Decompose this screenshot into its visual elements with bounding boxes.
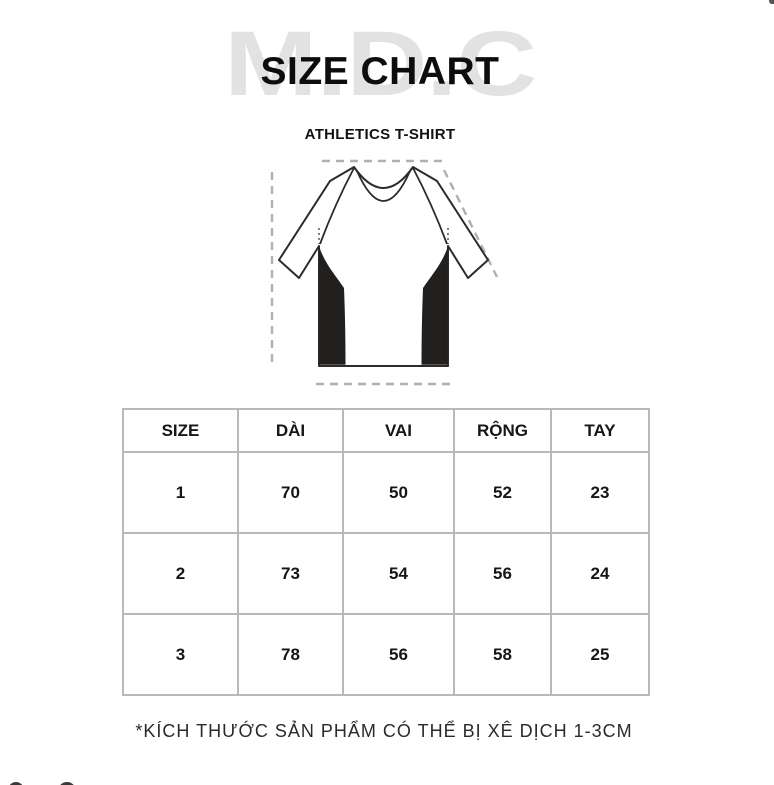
cell-dai: 73	[237, 532, 344, 615]
cell-vai: 54	[342, 532, 455, 615]
cell-rong: 52	[453, 451, 552, 534]
cell-rong: 56	[453, 532, 552, 615]
brand-watermark: M.D.C	[224, 13, 537, 115]
page-title: SIZE CHART	[260, 50, 500, 93]
side-panel-right	[421, 247, 448, 365]
tshirt-side-panels	[319, 247, 448, 365]
cell-size: 2	[122, 532, 239, 615]
cell-size: 1	[122, 451, 239, 534]
raglan-seam-left	[319, 167, 355, 245]
cell-tay: 24	[550, 532, 650, 615]
col-header-dai: DÀI	[237, 408, 344, 453]
tshirt-illustration	[250, 150, 520, 395]
table-row-size-2: 2 73 54 56 24	[122, 532, 650, 615]
product-subtitle: ATHLETICS T-SHIRT	[304, 126, 456, 143]
table-row-size-1: 1 70 50 52 23	[122, 451, 650, 534]
cell-size: 3	[122, 613, 239, 696]
col-header-size: SIZE	[122, 408, 239, 453]
side-panel-left	[319, 247, 346, 365]
cell-dai: 78	[237, 613, 344, 696]
size-table: SIZE DÀI VAI RỘNG TAY 1 70 50 52 23 2 73…	[122, 408, 650, 696]
col-header-rong: RỘNG	[453, 408, 552, 453]
cell-tay: 25	[550, 613, 650, 696]
cell-dai: 70	[237, 451, 344, 534]
cutoff-circle-right	[58, 782, 76, 785]
cell-vai: 50	[342, 451, 455, 534]
cutoff-circle-left	[8, 782, 24, 785]
table-row-size-3: 3 78 56 58 25	[122, 613, 650, 696]
col-header-vai: VAI	[342, 408, 455, 453]
cell-rong: 58	[453, 613, 552, 696]
tshirt-seams	[319, 167, 448, 245]
size-table-header-row: SIZE DÀI VAI RỘNG TAY	[122, 408, 650, 453]
corner-artifact	[769, 0, 774, 4]
col-header-tay: TAY	[550, 408, 650, 453]
tolerance-footnote: *KÍCH THƯỚC SẢN PHẨM CÓ THỂ BỊ XÊ DỊCH 1…	[135, 721, 633, 741]
collar-inner-seam	[356, 170, 411, 202]
raglan-seam-right	[412, 167, 448, 245]
cell-vai: 56	[342, 613, 455, 696]
cell-tay: 23	[550, 451, 650, 534]
